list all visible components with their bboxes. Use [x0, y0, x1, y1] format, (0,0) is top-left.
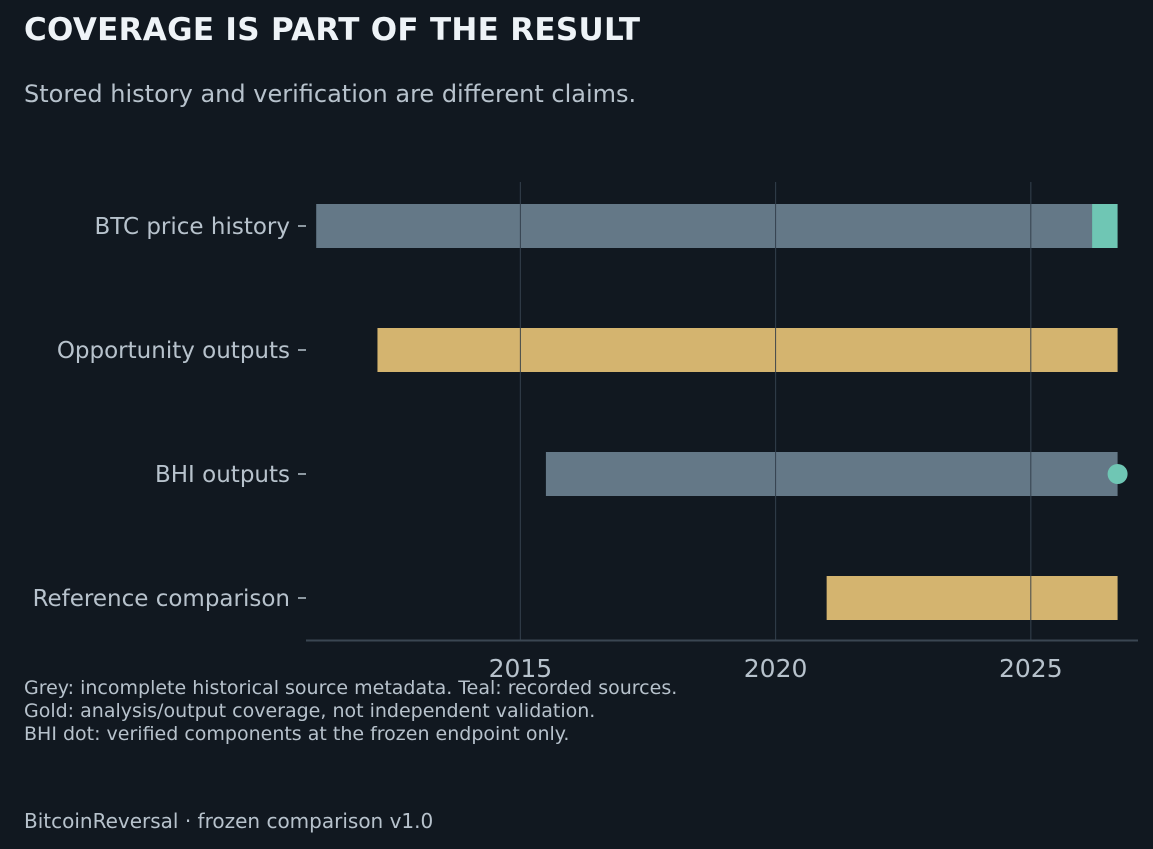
x-tick-label: 2025: [999, 654, 1063, 683]
page-subtitle: Stored history and verification are diff…: [24, 80, 637, 108]
bar-segment-0: [316, 204, 1093, 248]
legend-notes: Grey: incomplete historical source metad…: [24, 677, 677, 746]
note-grey-teal: Grey: incomplete historical source metad…: [24, 677, 678, 699]
bar-segment-1: [1092, 204, 1118, 248]
note-gold: Gold: analysis/output coverage, not inde…: [24, 700, 596, 722]
bar-segment-2: [377, 328, 1118, 372]
category-label: BHI outputs: [155, 462, 290, 488]
footer-credit: BitcoinReversal · frozen comparison v1.0: [24, 809, 434, 833]
category-label: Reference comparison: [33, 586, 290, 612]
x-tick-label: 2015: [489, 654, 553, 683]
bar-segment-3: [545, 452, 1118, 496]
page-title: COVERAGE IS PART OF THE RESULT: [24, 12, 641, 48]
note-bhi-dot: BHI dot: verified components at the froz…: [24, 723, 570, 745]
bar-segment-4: [826, 576, 1118, 620]
category-label: BTC price history: [94, 214, 290, 240]
bhi-endpoint-dot: [1107, 464, 1128, 484]
category-label: Opportunity outputs: [57, 338, 290, 364]
x-tick-label: 2020: [744, 654, 808, 683]
